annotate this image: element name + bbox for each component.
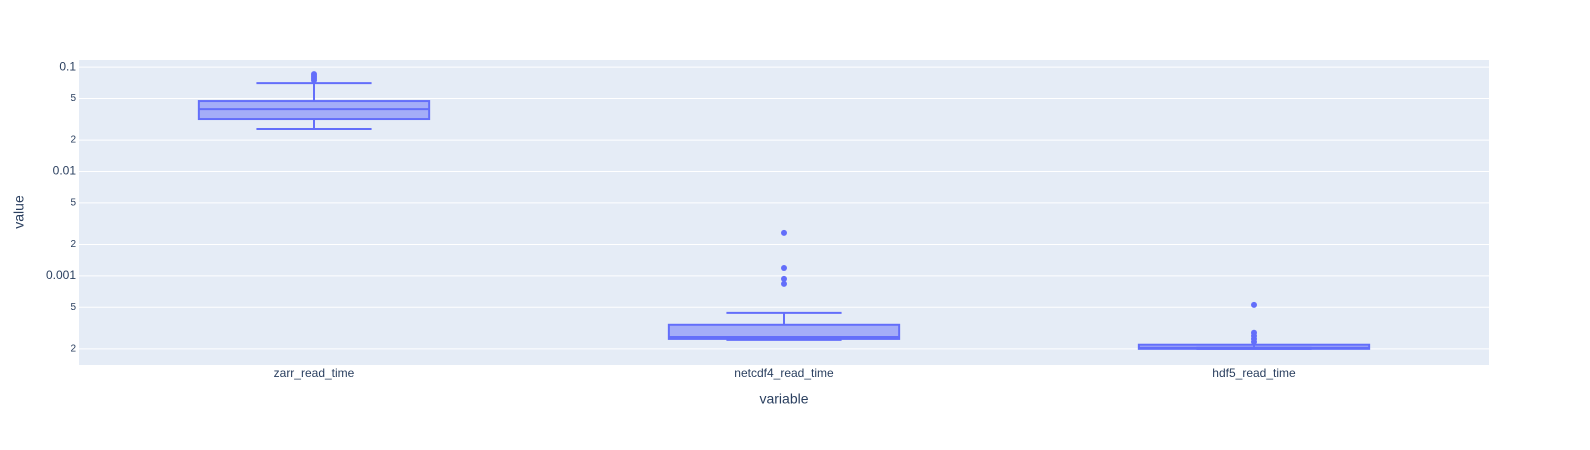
y-axis-title: value xyxy=(11,195,27,229)
x-axis-title: variable xyxy=(759,391,808,407)
y-tick-label: 5 xyxy=(70,302,76,313)
y-tick-label: 0.01 xyxy=(53,164,77,178)
y-tick-label: 2 xyxy=(70,343,76,354)
y-tick-label: 0.001 xyxy=(46,268,76,282)
x-tick-label: hdf5_read_time xyxy=(1212,366,1296,380)
y-tick-label: 2 xyxy=(70,239,76,250)
outlier xyxy=(1251,338,1257,345)
y-tick-label: 2 xyxy=(70,135,76,146)
y-tick-label: 0.1 xyxy=(59,59,76,73)
y-tick-label: 5 xyxy=(70,93,76,104)
outlier xyxy=(781,229,787,236)
outlier xyxy=(781,280,787,287)
x-tick-label: netcdf4_read_time xyxy=(734,366,834,380)
x-tick-label: zarr_read_time xyxy=(274,366,355,380)
outlier xyxy=(781,264,787,271)
outlier xyxy=(781,275,787,282)
outlier xyxy=(311,77,317,84)
y-tick-label: 5 xyxy=(70,198,76,209)
outlier xyxy=(1251,301,1257,308)
box xyxy=(667,323,901,340)
